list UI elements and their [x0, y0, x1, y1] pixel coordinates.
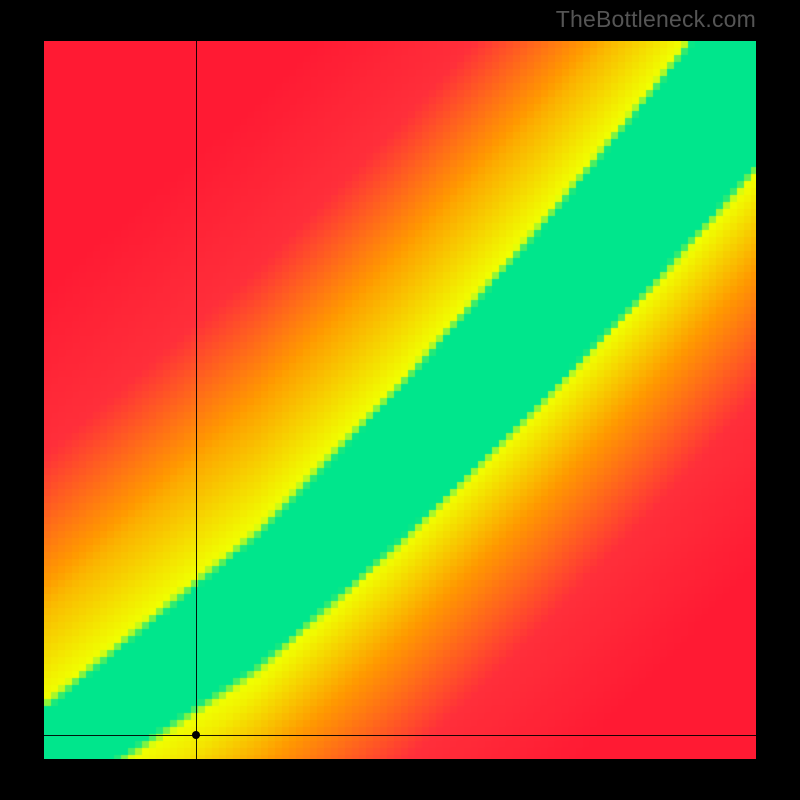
watermark-text: TheBottleneck.com	[556, 6, 756, 33]
crosshair-horizontal	[44, 735, 756, 736]
crosshair-marker	[192, 731, 200, 739]
heatmap-plot	[44, 41, 756, 759]
crosshair-vertical	[196, 41, 197, 759]
heatmap-canvas	[44, 41, 756, 759]
